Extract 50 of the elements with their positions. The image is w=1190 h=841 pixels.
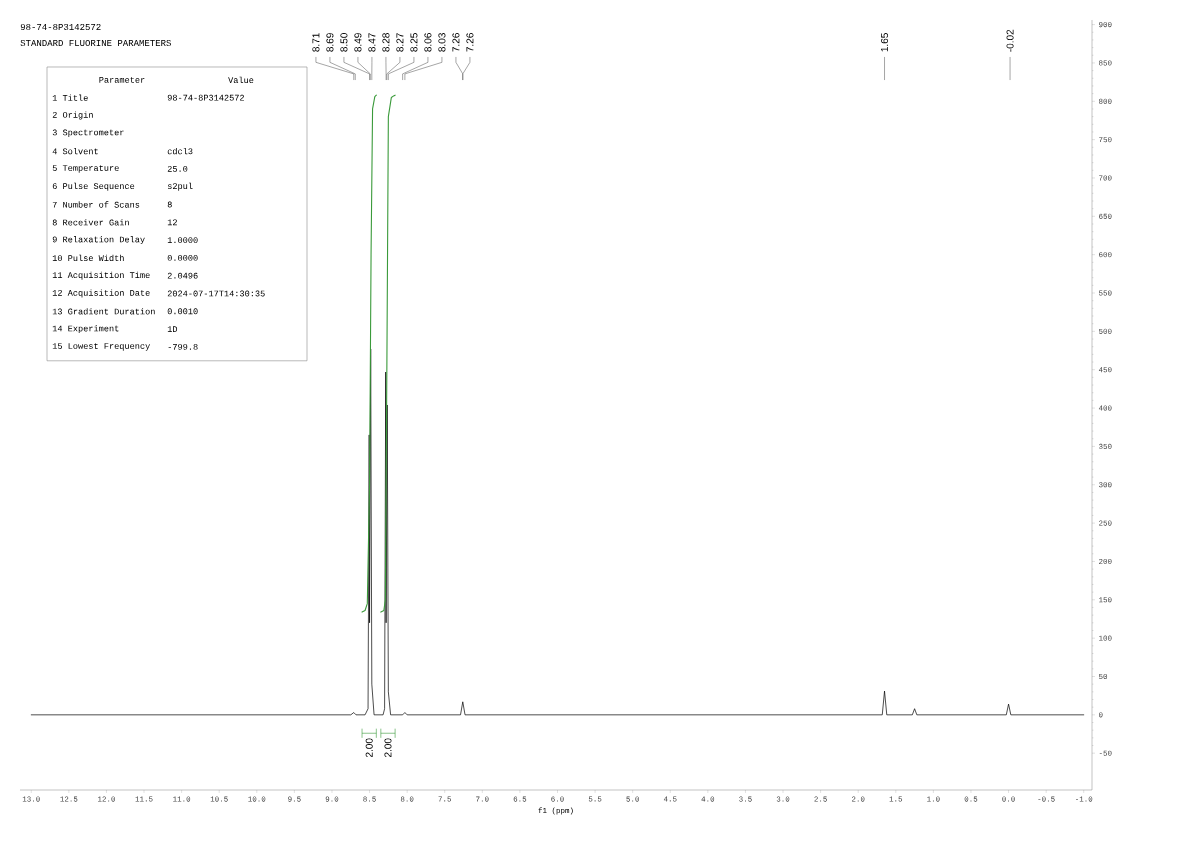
annotation: 0.0000 <box>167 254 198 261</box>
annotation: 7.26 <box>466 33 474 52</box>
annotation: 8.27 <box>396 33 404 52</box>
annotation: 7.26 <box>452 33 460 52</box>
annotation: 10 Pulse Width <box>52 254 124 262</box>
line-series <box>361 94 377 613</box>
annotation: 8.47 <box>368 33 376 52</box>
annotation: 8 <box>167 201 172 208</box>
annotation: 2.0496 <box>167 272 198 279</box>
annotation: 8.49 <box>354 33 362 52</box>
annotation: 14 Experiment <box>52 325 119 334</box>
chart-title: 98-74-8P3142572 <box>20 23 101 31</box>
annotation: Value <box>228 76 254 84</box>
annotation: cdcl3 <box>167 147 193 155</box>
annotation: 8.50 <box>340 33 348 52</box>
annotation: 5 Temperature <box>52 165 119 173</box>
annotation: 1.65 <box>880 33 889 52</box>
annotation: 8.69 <box>326 33 334 52</box>
annotation: 8.28 <box>382 33 390 52</box>
annotation: 1D <box>167 326 178 332</box>
annotation: 0.0010 <box>167 308 198 315</box>
annotation: -0.02 <box>1006 29 1014 52</box>
annotation: 8.71 <box>312 33 320 52</box>
annotation: 9 Relaxation Delay <box>52 236 145 245</box>
annotation: 8 Receiver Gain <box>52 219 129 226</box>
annotation: 1 Title <box>52 94 88 101</box>
annotation: 12 Acquisition Date <box>52 289 150 298</box>
annotation: 2024-07-17T14:30:35 <box>167 290 265 297</box>
annotation: s2pul <box>167 182 193 191</box>
text: STANDARD FLUORINE PARAMETERS <box>20 39 171 47</box>
annotation: 2 Origin <box>52 111 93 120</box>
annotation: 3 Spectrometer <box>52 129 124 138</box>
annotation: 12 <box>167 219 177 226</box>
annotation: Parameter <box>99 76 145 83</box>
annotation: 8.25 <box>410 33 418 52</box>
annotation: 98-74-8P3142572 <box>167 94 244 101</box>
annotation: 1.0000 <box>167 237 198 244</box>
annotation: 8.06 <box>424 33 432 52</box>
annotation: 11 Acquisition Time <box>52 271 150 280</box>
line-series <box>380 94 396 613</box>
annotation: 8.03 <box>438 33 446 52</box>
annotation: 7 Number of Scans <box>52 201 140 208</box>
annotation: 2.00 <box>384 738 392 758</box>
annotation: 25.0 <box>167 165 188 172</box>
annotation: 13 Gradient Duration <box>52 308 155 315</box>
annotation: -799.8 <box>168 343 198 350</box>
annotation: 2.00 <box>365 738 373 758</box>
annotation: 6 Pulse Sequence <box>52 182 135 191</box>
annotation: 4 Solvent <box>52 147 98 155</box>
annotation: 15 Lowest Frequency <box>52 343 150 351</box>
